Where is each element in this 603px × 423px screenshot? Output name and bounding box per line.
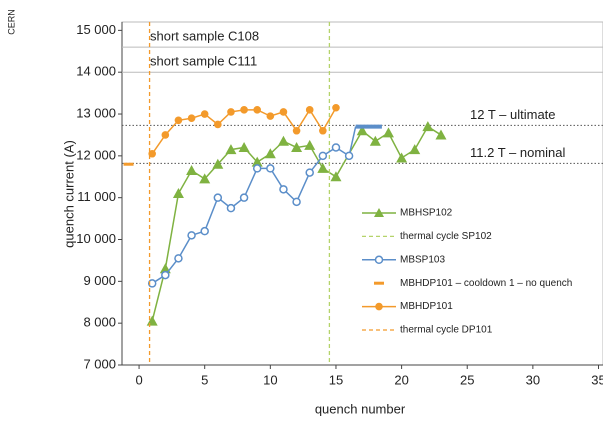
- triangle-marker: [422, 121, 434, 132]
- circle-marker: [187, 231, 196, 240]
- dot-marker: [174, 116, 183, 125]
- legend-label: MBHDP101: [400, 301, 453, 312]
- dot-marker: [292, 126, 301, 135]
- circle-marker: [292, 197, 301, 207]
- triangle-marker: [238, 141, 250, 152]
- triangle-marker: [251, 156, 263, 167]
- dot-marker: [187, 114, 196, 123]
- triangle-marker: [409, 144, 421, 155]
- legend-label: MBHDP101 – cooldown 1 – no quench: [400, 278, 572, 289]
- y-tick-label: 8 000: [83, 315, 116, 330]
- legend-label: thermal cycle DP101: [400, 325, 493, 336]
- legend-marker: [374, 208, 384, 217]
- triangle-marker: [435, 129, 447, 140]
- reference-label: short sample C111: [150, 54, 257, 69]
- circle-marker: [174, 254, 183, 263]
- legend-label: thermal cycle SP102: [400, 231, 492, 242]
- triangle-marker: [186, 164, 198, 175]
- legend-label: MBHSP102: [400, 208, 453, 219]
- triangle-marker: [369, 135, 381, 146]
- no-quench-link: [348, 126, 357, 157]
- y-tick-label: 15 000: [76, 22, 116, 37]
- y-tick-label: 12 000: [76, 147, 116, 162]
- series-line: [151, 125, 442, 322]
- triangle-marker: [330, 171, 342, 182]
- triangle-marker: [199, 173, 211, 184]
- legend-marker: [374, 255, 384, 265]
- triangle-marker: [396, 152, 408, 163]
- circle-marker: [213, 193, 223, 202]
- x-tick-label: 20: [394, 372, 408, 387]
- triangle-marker: [382, 127, 394, 138]
- source: CERN: [6, 9, 16, 35]
- circle-marker: [200, 226, 209, 236]
- triangle-marker: [225, 144, 237, 155]
- dot-marker: [227, 108, 235, 116]
- circle-marker: [279, 185, 288, 194]
- x-tick-label: 10: [263, 372, 277, 387]
- triangle-marker: [317, 162, 329, 173]
- x-tick-label: 5: [201, 372, 208, 387]
- y-tick-label: 7 000: [83, 356, 116, 371]
- y-tick-label: 14 000: [76, 64, 116, 79]
- circle-marker: [147, 279, 157, 288]
- y-tick-label: 13 000: [76, 105, 116, 120]
- dot-marker: [319, 126, 327, 135]
- triangle-marker: [356, 125, 368, 136]
- reference-label: short sample C108: [150, 29, 259, 44]
- x-tick-label: 30: [526, 372, 540, 387]
- reference-label: 12 T – ultimate: [470, 107, 556, 122]
- y-tick-label: 10 000: [76, 231, 116, 246]
- dot-marker: [200, 110, 209, 118]
- dot-marker: [148, 149, 156, 158]
- circle-marker: [266, 164, 275, 173]
- y-tick-label: 11 000: [77, 189, 116, 204]
- circle-marker: [239, 193, 249, 202]
- x-axis-label: quench number: [315, 401, 406, 416]
- x-tick-label: 15: [329, 372, 343, 387]
- circle-marker: [305, 168, 314, 177]
- triangle-marker: [172, 188, 184, 198]
- dot-marker: [266, 112, 275, 120]
- circle-marker: [318, 151, 328, 161]
- triangle-marker: [264, 148, 276, 159]
- dot-marker: [332, 103, 340, 112]
- triangle-marker: [277, 135, 289, 146]
- legend-label: MBSP103: [400, 254, 445, 265]
- reference-label: 11.2 T – nominal: [470, 145, 566, 160]
- y-tick-label: 9 000: [83, 273, 116, 288]
- circle-marker: [161, 270, 170, 280]
- dot-marker: [214, 120, 222, 129]
- dot-marker: [253, 106, 262, 114]
- circle-marker: [331, 143, 341, 152]
- dot-marker: [305, 106, 314, 114]
- circle-marker: [344, 151, 354, 161]
- dot-marker: [240, 106, 248, 114]
- legend-box: [356, 201, 524, 345]
- series-line: [151, 146, 350, 285]
- circle-marker: [226, 203, 236, 213]
- triangle-marker: [304, 139, 316, 150]
- x-tick-label: 25: [460, 372, 474, 387]
- legend-marker: [375, 302, 383, 311]
- x-tick-label: 0: [135, 372, 142, 387]
- x-tick-label: 35: [591, 372, 603, 387]
- dot-marker: [279, 108, 288, 116]
- circle-marker: [252, 164, 262, 173]
- triangle-marker: [291, 141, 303, 152]
- y-axis-label: quench current (A): [61, 140, 76, 248]
- triangle-marker: [212, 158, 224, 169]
- dot-marker: [161, 131, 170, 139]
